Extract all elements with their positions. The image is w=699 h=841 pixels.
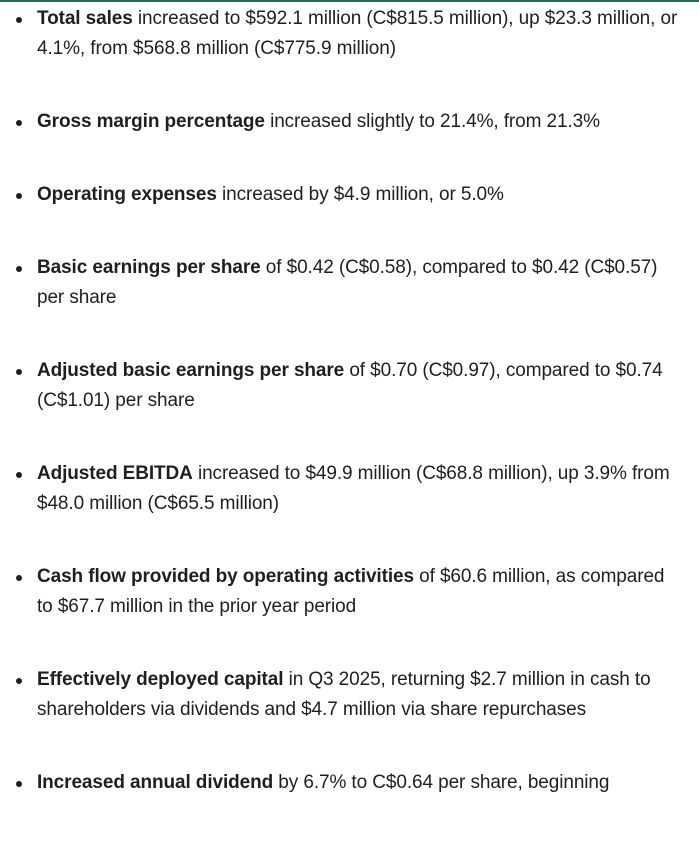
list-item: Effectively deployed capital in Q3 2025,… [0, 665, 699, 725]
list-item: Gross margin percentage increased slight… [0, 107, 699, 137]
bullet-icon [16, 266, 22, 272]
bullet-icon [16, 17, 22, 23]
bullet-icon [16, 575, 22, 581]
list-item: Cash flow provided by operating activiti… [0, 562, 699, 622]
bullet-icon [16, 472, 22, 478]
highlight-term: Total sales [37, 8, 133, 29]
highlight-text: increased by $4.9 million, or 5.0% [216, 184, 504, 205]
list-item: Adjusted EBITDA increased to $49.9 milli… [0, 459, 699, 519]
list-item: Operating expenses increased by $4.9 mil… [0, 180, 699, 210]
bullet-icon [16, 781, 22, 787]
highlight-text: increased to $592.1 million (C$815.5 mil… [37, 8, 678, 59]
highlight-term: Cash flow provided by operating activiti… [37, 566, 414, 587]
highlight-text: of $0.70 (C$0.97), compared to $0.74 (C$… [37, 360, 663, 411]
bullet-icon [16, 369, 22, 375]
top-divider [0, 0, 699, 2]
highlight-text: in Q3 2025, returning $2.7 million in ca… [37, 669, 651, 720]
list-item: Total sales increased to $592.1 million … [0, 4, 699, 64]
highlight-term: Increased annual dividend [37, 772, 274, 793]
highlight-term: Gross margin percentage [37, 111, 265, 132]
financial-highlights-list: Total sales increased to $592.1 million … [0, 4, 699, 841]
list-item: Increased annual dividend by 6.7% to C$0… [0, 768, 699, 798]
list-item: Adjusted basic earnings per share of $0.… [0, 356, 699, 416]
highlight-text: increased slightly to 21.4%, from 21.3% [264, 111, 600, 132]
bullet-icon [16, 193, 22, 199]
highlight-term: Adjusted basic earnings per share [37, 360, 345, 381]
highlight-term: Effectively deployed capital [37, 669, 284, 690]
highlight-text: increased to $49.9 million (C$68.8 milli… [37, 463, 670, 514]
list-item: Basic earnings per share of $0.42 (C$0.5… [0, 253, 699, 313]
bullet-icon [16, 120, 22, 126]
highlight-text: by 6.7% to C$0.64 per share, beginning [273, 772, 610, 793]
highlight-term: Adjusted EBITDA [37, 463, 193, 484]
highlight-term: Operating expenses [37, 184, 217, 205]
highlight-text: of $0.42 (C$0.58), compared to $0.42 (C$… [37, 257, 658, 308]
bullet-icon [16, 678, 22, 684]
highlight-term: Basic earnings per share [37, 257, 261, 278]
highlight-text: of $60.6 million, as compared to $67.7 m… [37, 566, 665, 617]
